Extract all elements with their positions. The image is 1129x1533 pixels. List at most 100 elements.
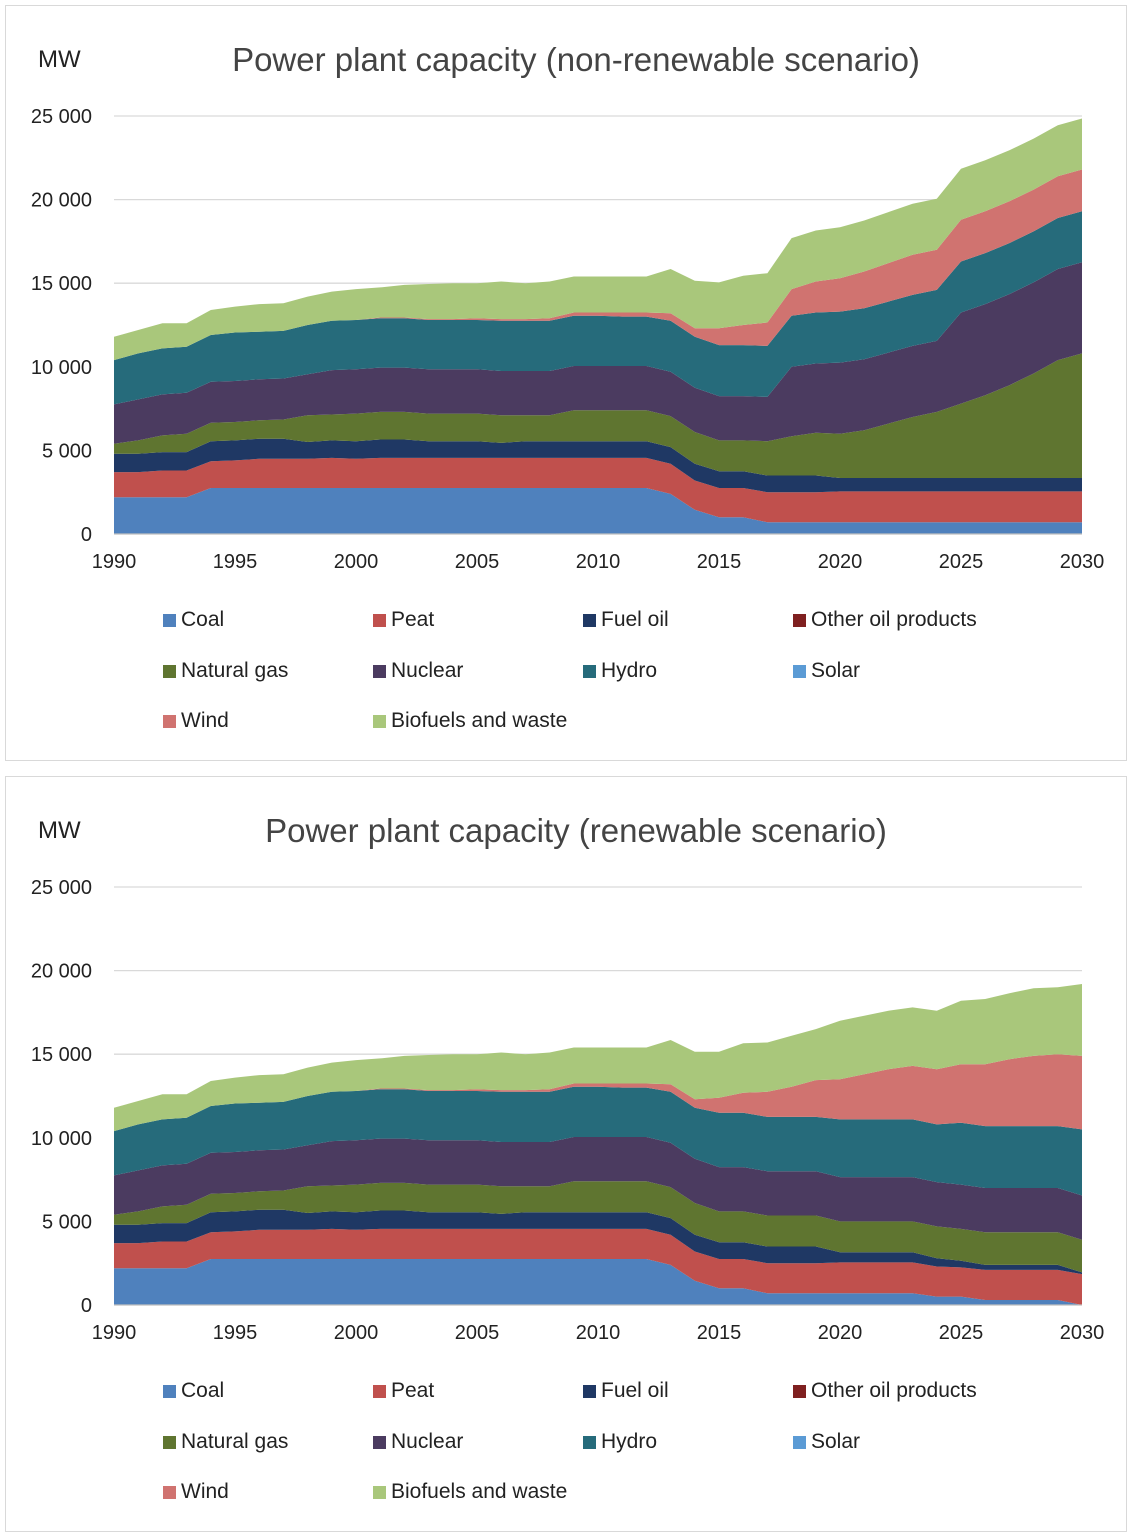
area-peat: [114, 1228, 1082, 1305]
area-coal: [114, 488, 1082, 534]
chart-panel-renewable: MW Power plant capacity (renewable scena…: [5, 776, 1127, 1532]
legend-swatch: [373, 1384, 386, 1398]
legend-swatch: [583, 1435, 596, 1449]
legend-swatch: [583, 613, 596, 627]
x-tick-label: 2010: [576, 551, 621, 573]
x-tick-label: 2015: [697, 551, 742, 573]
y-tick-label: 0: [81, 524, 92, 546]
y-tick-label: 0: [81, 1295, 92, 1317]
y-tick-label: 20 000: [31, 961, 92, 983]
legend-label: Nuclear: [391, 659, 464, 682]
x-tick-label: 2030: [1060, 551, 1105, 573]
legend-item-peat: Peat: [373, 608, 434, 632]
x-tick-label: 1995: [213, 1322, 258, 1344]
chart-title: Power plant capacity (non-renewable scen…: [232, 41, 920, 78]
legend-swatch: [163, 1384, 176, 1398]
area-series-group: [114, 118, 1082, 534]
x-tick-label: 2020: [818, 1322, 863, 1344]
area-fuel-oil: [114, 1209, 1082, 1275]
x-tick-labels: 1990 1995 2000 2005 2010 2015 2020 2025 2030: [92, 1322, 1105, 1344]
area-wind: [114, 1054, 1082, 1132]
legend-label: Fuel oil: [601, 1379, 669, 1402]
legend-label: Wind: [181, 709, 229, 732]
legend-item-coal: Coal: [163, 1379, 224, 1403]
legend-label: Hydro: [601, 659, 658, 682]
legend-swatch: [583, 1384, 596, 1398]
y-axis-unit-label: MW: [38, 46, 81, 73]
legend-item-fuel-oil: Fuel oil: [583, 1379, 669, 1403]
legend-swatch: [163, 664, 176, 678]
legend-label: Wind: [181, 1480, 229, 1503]
area-biofuels-and-waste: [114, 118, 1082, 361]
x-tick-label: 2025: [939, 551, 984, 573]
legend-item-natural-gas: Natural gas: [163, 1430, 288, 1454]
y-axis-unit-label: MW: [38, 817, 81, 844]
legend-item-peat: Peat: [373, 1379, 434, 1403]
legend-item-wind: Wind: [163, 1480, 229, 1504]
legend-item-nuclear: Nuclear: [373, 659, 463, 683]
x-tick-label: 2005: [455, 1322, 500, 1344]
area-chart-plot: 0 5 000 10 000 15 000 20 000 25 000 1990 1995 20…: [31, 877, 1105, 1344]
y-tick-label: 25 000: [31, 877, 92, 899]
legend-item-other-oil-products: Other oil products: [793, 608, 977, 632]
legend-item-hydro: Hydro: [583, 1430, 657, 1454]
legend-swatch: [373, 1435, 386, 1449]
legend-label: Coal: [181, 1379, 225, 1402]
legend-swatch: [793, 1435, 806, 1449]
legend-label: Peat: [391, 608, 435, 631]
legend-label: Natural gas: [181, 659, 289, 682]
x-tick-label: 1995: [213, 551, 258, 573]
area-coal: [114, 1259, 1082, 1305]
y-tick-label: 10 000: [31, 1128, 92, 1150]
x-tick-label: 1990: [92, 1322, 137, 1344]
legend-item-hydro: Hydro: [583, 659, 657, 683]
y-tick-label: 15 000: [31, 1044, 92, 1066]
legend-item-natural-gas: Natural gas: [163, 659, 288, 683]
legend-item-solar: Solar: [793, 1430, 860, 1454]
area-nuclear: [114, 1137, 1082, 1240]
y-tick-label: 5 000: [42, 440, 92, 462]
x-tick-label: 1990: [92, 551, 137, 573]
legend-swatch: [163, 1435, 176, 1449]
legend-label: Solar: [811, 659, 861, 682]
area-biofuels-and-waste: [114, 984, 1082, 1132]
area-chart-plot: 0 5 000 10 000 15 000 20 000 25 000 1990 1995 20…: [31, 106, 1105, 573]
area-natural-gas: [114, 1181, 1082, 1273]
legend-item-biofuels-and-waste: Biofuels and waste: [373, 709, 567, 733]
legend-swatch: [793, 664, 806, 678]
legend-swatch: [373, 613, 386, 627]
x-tick-label: 2015: [697, 1322, 742, 1344]
legend-label: Coal: [181, 608, 225, 631]
x-tick-label: 2030: [1060, 1322, 1105, 1344]
legend-swatch: [793, 1384, 806, 1398]
legend-item-coal: Coal: [163, 608, 224, 632]
legend-item-solar: Solar: [793, 659, 860, 683]
y-tick-label: 5 000: [42, 1211, 92, 1233]
legend-label: Biofuels and waste: [391, 709, 568, 732]
x-tick-labels: 1990 1995 2000 2005 2010 2015 2020 2025 2030: [92, 551, 1105, 573]
x-tick-label: 2010: [576, 1322, 621, 1344]
x-tick-label: 2020: [818, 551, 863, 573]
legend-swatch: [163, 714, 176, 728]
legend-label: Peat: [391, 1379, 435, 1402]
y-tick-label: 20 000: [31, 190, 92, 212]
legend-swatch: [373, 714, 386, 728]
area-nuclear: [114, 262, 1082, 444]
legend-item-other-oil-products: Other oil products: [793, 1379, 977, 1403]
legend-swatch: [373, 1485, 386, 1499]
legend-label: Natural gas: [181, 1430, 289, 1453]
y-tick-labels: 0 5 000 10 000 15 000 20 000 25 000: [31, 106, 92, 546]
y-tick-labels: 0 5 000 10 000 15 000 20 000 25 000: [31, 877, 92, 1317]
legend-label: Biofuels and waste: [391, 1480, 568, 1503]
legend-label: Fuel oil: [601, 608, 669, 631]
legend-label: Solar: [811, 1430, 861, 1453]
area-series-group: [114, 984, 1082, 1305]
area-hydro: [114, 211, 1082, 405]
legend-label: Other oil products: [811, 1379, 977, 1402]
legend-item-fuel-oil: Fuel oil: [583, 608, 669, 632]
area-natural-gas: [114, 353, 1082, 478]
legend-swatch: [583, 664, 596, 678]
x-tick-label: 2000: [334, 1322, 379, 1344]
chart-panel-nonrenewable: MW Power plant capacity (non-renewable s…: [5, 5, 1127, 761]
area-wind: [114, 169, 1082, 361]
